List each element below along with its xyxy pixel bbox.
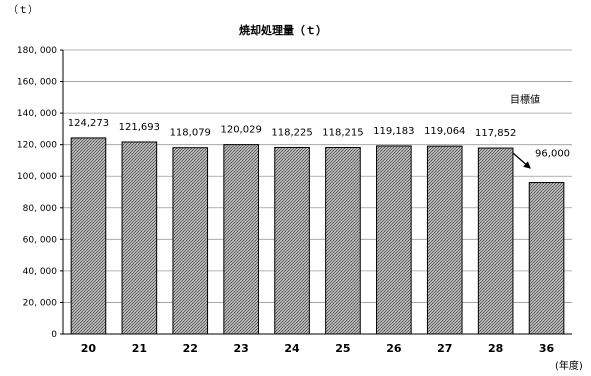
x-tick-label: 25 xyxy=(335,342,350,355)
x-tick-label: 22 xyxy=(183,342,198,355)
y-tick-label: 40, 000 xyxy=(23,267,58,277)
data-label-background xyxy=(369,123,418,137)
data-label-23: 120,029 xyxy=(220,125,261,136)
data-label-background xyxy=(318,125,367,139)
data-label-background xyxy=(268,125,317,139)
bar-36 xyxy=(528,182,565,335)
y-tick-label: 160, 000 xyxy=(17,78,57,88)
x-tick-label: 26 xyxy=(386,342,402,355)
y-tick-label: 80, 000 xyxy=(23,204,58,214)
bar-20 xyxy=(70,137,107,335)
x-tick-label: 24 xyxy=(284,342,300,355)
x-tick-label: 21 xyxy=(132,342,147,355)
y-tick-label: 100, 000 xyxy=(17,172,57,182)
chart-title: 焼却処理量（ｔ） xyxy=(239,23,327,37)
x-tick-label: 36 xyxy=(539,342,555,355)
data-label-background xyxy=(115,119,164,133)
data-label-25: 118,215 xyxy=(322,127,363,138)
y-tick-label: 180, 000 xyxy=(17,46,57,56)
data-label-background xyxy=(471,126,520,140)
x-axis-ticks: 20 21 22 23 24 25 26 27 28 36 xyxy=(81,342,555,355)
data-label-background xyxy=(166,125,215,139)
bar-22 xyxy=(172,147,209,335)
bar-21 xyxy=(121,141,158,335)
target-arrow xyxy=(512,152,531,169)
data-label-background xyxy=(528,146,577,160)
data-labels: 124,273 121,693 118,079 120,029 118,225 118,2… xyxy=(64,115,577,160)
bars xyxy=(70,137,565,335)
y-tick-label: 140, 000 xyxy=(17,109,57,119)
x-tick-label: 20 xyxy=(81,342,97,355)
data-label-background xyxy=(64,115,113,129)
data-label-22: 118,079 xyxy=(170,128,211,139)
y-axis-unit: （ｔ） xyxy=(8,4,38,16)
bar-25 xyxy=(325,146,361,335)
y-tick-label: 20, 000 xyxy=(23,298,58,308)
data-label-26: 119,183 xyxy=(373,126,414,137)
bar-27 xyxy=(426,145,463,335)
data-label-28: 117,852 xyxy=(475,128,516,139)
y-tick-label: 60, 000 xyxy=(23,235,58,245)
x-tick-label: 27 xyxy=(437,342,452,355)
data-label-21: 121,693 xyxy=(119,122,160,133)
data-label-27: 119,064 xyxy=(424,126,465,137)
y-tick-label: 120, 000 xyxy=(17,141,57,151)
bar-28 xyxy=(477,147,514,335)
data-label-36: 96,000 xyxy=(535,149,570,160)
data-label-background xyxy=(420,124,469,138)
bar-24 xyxy=(274,146,310,335)
target-annotation: 目標値 xyxy=(510,93,540,106)
y-axis-ticks: 0 20, 000 40, 000 60, 000 80, 000 100, 000 120… xyxy=(17,46,63,340)
x-tick-label: 23 xyxy=(233,342,248,355)
bar-26 xyxy=(376,145,412,335)
y-tick-label: 0 xyxy=(51,330,57,340)
data-label-background xyxy=(217,122,266,136)
bar-23 xyxy=(223,144,259,335)
data-label-20: 124,273 xyxy=(68,118,109,129)
x-axis-label: (年度) xyxy=(555,359,583,372)
x-tick-label: 28 xyxy=(488,342,503,355)
data-label-24: 118,225 xyxy=(271,127,312,138)
